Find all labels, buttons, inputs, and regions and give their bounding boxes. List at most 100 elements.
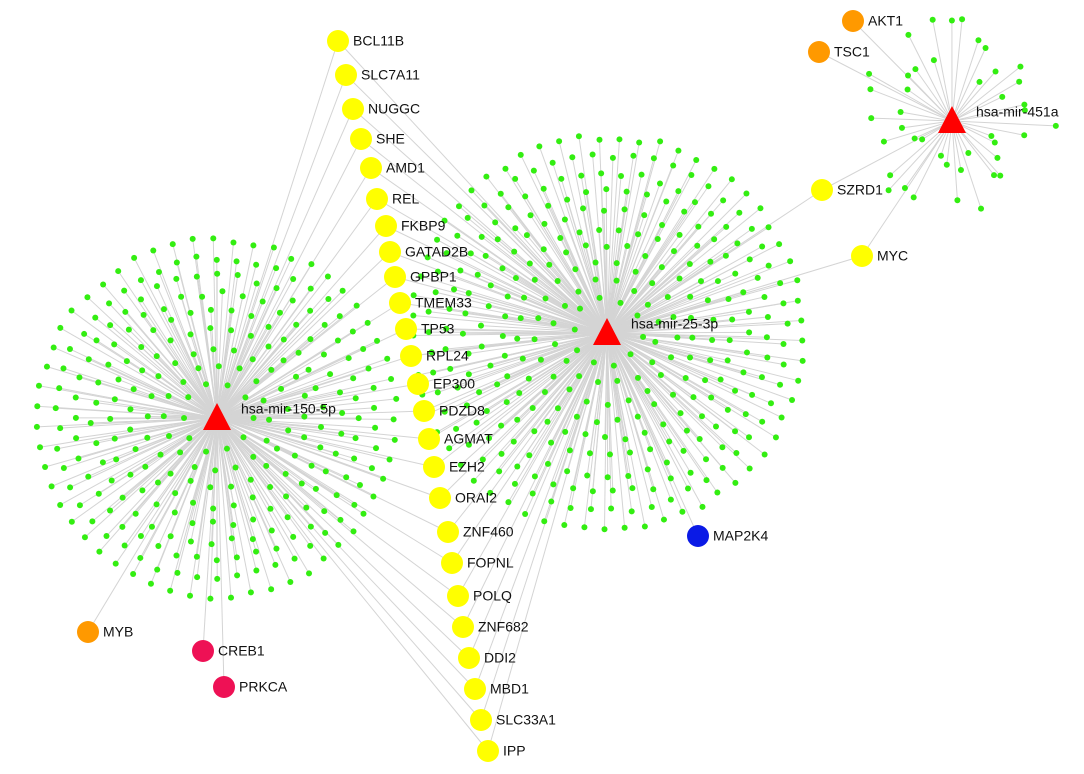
target-dot (978, 205, 985, 212)
target-dot (265, 343, 272, 350)
target-dot (663, 198, 670, 205)
edge (951, 120, 958, 201)
edge (216, 417, 296, 559)
target-dot (537, 356, 544, 363)
target-dot (540, 246, 547, 253)
target-dot (253, 378, 260, 385)
edge (84, 417, 218, 538)
target-dot (759, 418, 766, 425)
target-dot (187, 477, 194, 484)
edge (606, 200, 724, 334)
target-dot (535, 315, 542, 322)
target-dot (644, 466, 651, 473)
edge (606, 332, 699, 537)
target-dot (214, 575, 221, 582)
gene-node (350, 128, 372, 150)
target-dot (644, 301, 651, 308)
target-dot (614, 377, 621, 384)
target-dot (638, 171, 645, 178)
target-dot (148, 393, 155, 400)
target-dot (1016, 78, 1023, 85)
edge (352, 108, 608, 334)
target-dot (195, 365, 202, 372)
target-dot (140, 311, 147, 318)
target-dot (733, 449, 740, 456)
target-dot (746, 256, 753, 263)
edge (394, 276, 608, 334)
gene-label: FOPNL (467, 555, 514, 571)
target-dot (228, 535, 235, 542)
target-dot (380, 475, 387, 482)
target-dot (312, 385, 319, 392)
target-dot (477, 322, 484, 329)
target-dot (698, 413, 705, 420)
edge (520, 154, 608, 334)
edge (606, 155, 634, 334)
target-dot (295, 349, 302, 356)
target-dot (687, 314, 694, 321)
target-dot (333, 492, 340, 499)
target-dot (649, 280, 656, 287)
target-dot (171, 509, 178, 516)
target-dot (365, 365, 372, 372)
target-dot (356, 482, 363, 489)
edge (216, 383, 419, 419)
target-dot (689, 334, 696, 341)
target-dot (273, 545, 280, 552)
target-dot (570, 485, 577, 492)
target-dot (57, 324, 64, 331)
target-dot (544, 460, 551, 467)
target-dot (111, 396, 118, 403)
target-dot (582, 242, 589, 249)
edge (455, 332, 608, 430)
target-dot (798, 317, 805, 324)
target-dot (550, 320, 557, 327)
target-dot (280, 336, 287, 343)
target-dot (719, 444, 726, 451)
gene-node (447, 585, 469, 607)
edge (157, 417, 218, 547)
target-dot (887, 172, 894, 179)
target-dot (353, 302, 360, 309)
gene-node (379, 241, 401, 263)
target-dot (360, 510, 367, 517)
gene-label: SZRD1 (837, 182, 883, 198)
edge (117, 270, 218, 419)
target-dot (905, 72, 912, 79)
target-dot (249, 356, 256, 363)
target-dot (130, 570, 137, 577)
edge (583, 332, 608, 528)
edge (606, 193, 747, 334)
edge (216, 417, 294, 538)
target-dot (703, 477, 710, 484)
target-dot (168, 316, 175, 323)
target-dot (189, 235, 196, 242)
target-dot (121, 542, 128, 549)
target-dot (510, 438, 517, 445)
gene-node (811, 179, 833, 201)
target-dot (336, 389, 343, 396)
target-dot (634, 312, 641, 319)
edge (460, 332, 608, 466)
gene-label: SLC7A11 (361, 67, 420, 83)
target-dot (589, 488, 596, 495)
target-dot (624, 243, 631, 250)
edge (933, 59, 953, 122)
mirna-node (938, 106, 966, 133)
gene-node (213, 676, 235, 698)
edge (439, 332, 608, 499)
target-dot (563, 357, 570, 364)
edge (533, 170, 608, 334)
target-dot (531, 428, 538, 435)
edge (59, 417, 218, 506)
edge (606, 332, 703, 508)
edge (216, 417, 311, 547)
target-dot (67, 484, 74, 491)
target-dot (561, 302, 568, 309)
edge (133, 257, 218, 419)
edge (216, 417, 257, 571)
target-dot (529, 490, 536, 497)
gene-node (429, 487, 451, 509)
target-dot (441, 408, 448, 415)
edge (606, 279, 798, 334)
